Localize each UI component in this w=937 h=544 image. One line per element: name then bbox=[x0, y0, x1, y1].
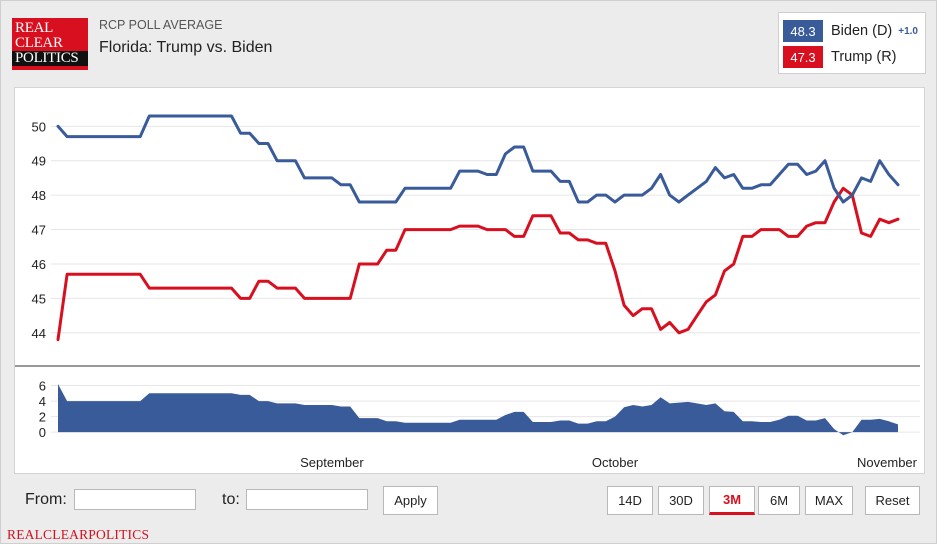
main-y-tick-label: 47 bbox=[32, 223, 46, 238]
trump-label: Trump (R) bbox=[831, 49, 897, 65]
spread-y-tick-label: 2 bbox=[39, 410, 46, 425]
chart-subtitle: RCP POLL AVERAGE bbox=[99, 18, 223, 32]
from-label: From: bbox=[25, 491, 67, 508]
apply-button[interactable]: Apply bbox=[383, 486, 438, 515]
range-6m-button[interactable]: 6M bbox=[758, 486, 800, 515]
from-date-input[interactable] bbox=[74, 489, 196, 510]
x-tick-label: October bbox=[592, 455, 639, 470]
spread-area bbox=[58, 384, 898, 436]
biden-value-badge: 48.3 bbox=[783, 20, 823, 42]
main-y-tick-label: 44 bbox=[32, 326, 46, 341]
rcp-logo[interactable]: REAL CLEAR POLITICS bbox=[12, 18, 88, 70]
spread-y-tick-label: 4 bbox=[39, 394, 46, 409]
logo-line-2: CLEAR bbox=[15, 35, 63, 51]
to-date-input[interactable] bbox=[246, 489, 368, 510]
main-y-tick-label: 46 bbox=[32, 257, 46, 272]
main-y-tick-label: 48 bbox=[32, 188, 46, 203]
spread-y-tick-label: 6 bbox=[39, 379, 46, 394]
main-y-tick-label: 49 bbox=[32, 154, 46, 169]
x-tick-label: September bbox=[300, 455, 364, 470]
footer-brand[interactable]: REALCLEARPOLITICS bbox=[7, 527, 150, 542]
range-14d-button[interactable]: 14D bbox=[607, 486, 653, 515]
trump-series-line bbox=[56, 186, 900, 342]
biden-spread: +1.0 bbox=[898, 25, 918, 37]
range-30d-button[interactable]: 30D bbox=[658, 486, 704, 515]
x-tick-label: November bbox=[857, 455, 918, 470]
reset-button[interactable]: Reset bbox=[865, 486, 920, 515]
logo-line-1: REAL bbox=[15, 20, 53, 36]
legend-row-trump: 47.3 Trump (R) bbox=[783, 45, 897, 69]
logo-line-3: POLITICS bbox=[12, 51, 88, 66]
trump-value-badge: 47.3 bbox=[783, 46, 823, 68]
main-y-tick-label: 50 bbox=[32, 119, 46, 134]
biden-series-line bbox=[56, 114, 900, 204]
date-controls: From: to: Apply 14D 30D 3M 6M MAX Reset bbox=[1, 481, 937, 521]
to-label: to: bbox=[222, 491, 240, 508]
legend-row-biden: 48.3 Biden (D) +1.0 bbox=[783, 19, 918, 43]
range-3m-button[interactable]: 3M bbox=[709, 486, 755, 515]
main-y-tick-label: 45 bbox=[32, 291, 46, 306]
biden-label: Biden (D) bbox=[831, 23, 893, 39]
range-max-button[interactable]: MAX bbox=[805, 486, 853, 515]
legend: 48.3 Biden (D) +1.0 47.3 Trump (R) bbox=[778, 12, 926, 74]
spread-y-tick-label: 0 bbox=[39, 425, 46, 440]
chart-title: Florida: Trump vs. Biden bbox=[99, 39, 273, 56]
